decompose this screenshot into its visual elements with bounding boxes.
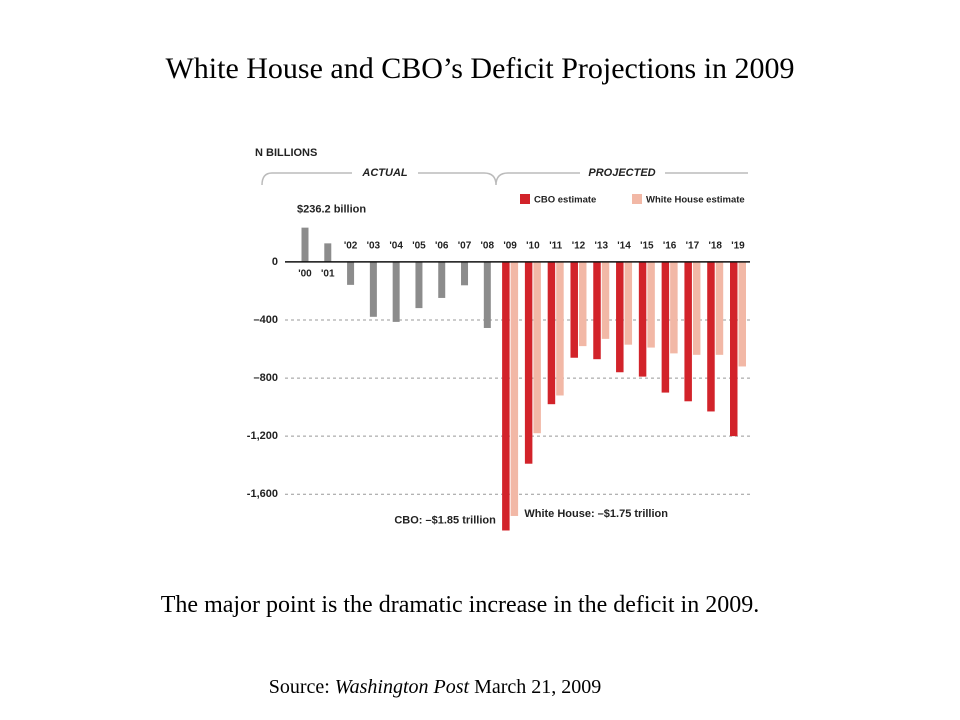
bar <box>415 261 423 309</box>
x-tick-label: '04 <box>389 241 403 252</box>
group-bracket <box>261 172 748 186</box>
bar <box>347 261 355 285</box>
x-tick-label: '15 <box>640 241 654 252</box>
x-tick-label: '00 <box>298 269 312 280</box>
y-tick-label: –400 <box>254 314 278 326</box>
bar <box>593 261 601 360</box>
legend-swatch <box>520 194 530 204</box>
x-tick-label: '01 <box>321 269 335 280</box>
x-tick-label: '02 <box>344 241 358 252</box>
x-tick-label: '06 <box>435 241 449 252</box>
bar <box>392 261 400 322</box>
y-tick-label: -1,200 <box>247 430 278 442</box>
bar <box>638 261 647 377</box>
bar <box>738 261 746 367</box>
x-tick-label: '14 <box>617 241 631 252</box>
source: Source: Washington Post March 21, 2009 <box>0 676 915 699</box>
y-tick-label: –800 <box>254 372 278 384</box>
x-tick-label: '13 <box>595 241 609 252</box>
bar <box>670 261 678 354</box>
caption: The major point is the dramatic increase… <box>160 592 760 618</box>
bar <box>707 261 715 412</box>
bar <box>483 261 491 328</box>
y-tick-label: -1,600 <box>247 488 278 500</box>
bar <box>647 261 655 348</box>
x-tick-label: '03 <box>367 241 381 252</box>
bar <box>524 261 533 464</box>
bar <box>624 261 633 345</box>
y-axis-label: N BILLIONS <box>255 147 317 159</box>
group-label: ACTUAL <box>361 167 407 179</box>
bar <box>556 261 564 396</box>
bar <box>461 261 469 286</box>
bar <box>578 261 587 347</box>
legend-label: White House estimate <box>646 195 745 206</box>
bar <box>533 261 541 434</box>
x-tick-label: '07 <box>458 241 472 252</box>
x-tick-label: '05 <box>412 241 426 252</box>
value-label: CBO: –$1.85 trillion <box>394 514 496 526</box>
bar <box>369 261 377 317</box>
bar <box>570 261 578 358</box>
x-tick-label: '16 <box>663 241 677 252</box>
x-tick-label: '17 <box>686 241 700 252</box>
bar <box>301 227 309 262</box>
x-tick-label: '09 <box>503 241 517 252</box>
chart: N BILLIONS ACTUAL PROJECTED 0 –400 –800 -1,… <box>247 147 750 531</box>
group-label: PROJECTED <box>588 167 655 179</box>
value-label: $236.2 billion <box>297 204 366 216</box>
source-publication: Washington Post <box>334 676 470 698</box>
bar <box>661 261 670 393</box>
bar <box>324 243 332 262</box>
bar <box>616 261 624 373</box>
bar <box>715 261 724 355</box>
slide-title: White House and CBO’s Deficit Projection… <box>165 52 795 85</box>
value-label: White House: –$1.75 trillion <box>524 508 668 520</box>
bar <box>502 261 510 531</box>
x-tick-label: '10 <box>526 241 540 252</box>
bar <box>510 261 519 516</box>
bar <box>601 261 610 339</box>
bar <box>438 261 446 298</box>
legend-label: CBO estimate <box>534 195 596 206</box>
bar <box>730 261 738 437</box>
x-tick-label: '12 <box>572 241 586 252</box>
bar <box>547 261 556 405</box>
x-tick-label: '08 <box>481 241 495 252</box>
y-tick-label: 0 <box>272 256 278 268</box>
x-tick-label: '19 <box>731 241 745 252</box>
bar <box>692 261 701 355</box>
legend-swatch <box>632 194 642 204</box>
source-date: March 21, 2009 <box>474 676 602 698</box>
source-prefix: Source: <box>268 676 330 698</box>
x-tick-label: '18 <box>708 241 722 252</box>
x-tick-label: '11 <box>549 241 562 252</box>
bar <box>684 261 692 402</box>
